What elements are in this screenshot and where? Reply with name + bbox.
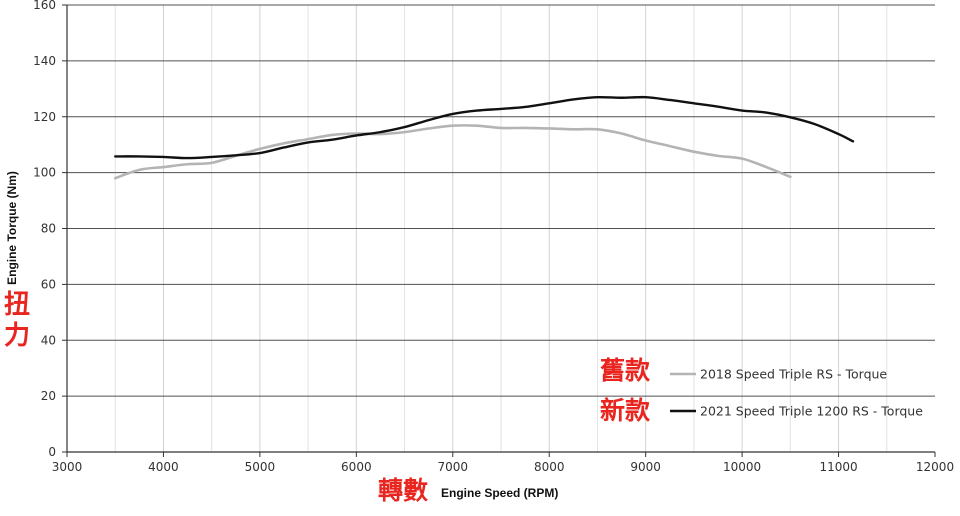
x-axis-label: Engine Speed (RPM) <box>441 486 558 500</box>
series-line-2018 <box>113 124 792 180</box>
legend-label-new: 2021 Speed Triple 1200 RS - Torque <box>700 404 923 419</box>
old-model-label-cjk: 舊款 <box>600 356 651 385</box>
y-axis-label: Engine Torque (Nm) <box>5 171 19 285</box>
x-tick-label: 9000 <box>630 460 661 474</box>
x-tick-label: 7000 <box>438 460 469 474</box>
y-tick-label: 20 <box>41 389 56 403</box>
grid <box>67 4 935 452</box>
x-label-cjk: 轉數 <box>378 476 429 505</box>
y-tick-label: 100 <box>33 166 56 180</box>
y-tick-label: 120 <box>33 110 56 124</box>
x-tick-label: 10000 <box>723 460 761 474</box>
y-tick-label: 140 <box>33 54 56 68</box>
legend-label-old: 2018 Speed Triple RS - Torque <box>700 367 887 382</box>
series-layer <box>113 95 855 180</box>
y-tick-label: 0 <box>48 445 56 459</box>
axes <box>62 4 936 457</box>
y-tick-label: 40 <box>41 333 56 347</box>
tick-labels: 0 20 40 60 80 100 120 140 160 3000 4000 5000 6000 700… <box>33 0 954 474</box>
series-line-2021 <box>114 95 855 160</box>
y-label-cjk: 扭力 <box>3 290 30 351</box>
x-tick-label: 3000 <box>52 460 83 474</box>
x-tick-label: 6000 <box>341 460 372 474</box>
x-tick-label: 12000 <box>916 460 954 474</box>
legend: 2018 Speed Triple RS - Torque 2021 Speed… <box>670 367 923 419</box>
y-tick-label: 60 <box>41 277 56 291</box>
new-model-label-cjk: 新款 <box>600 396 651 425</box>
x-tick-label: 5000 <box>245 460 276 474</box>
x-tick-label: 11000 <box>819 460 857 474</box>
y-tick-label: 80 <box>41 222 56 236</box>
y-tick-label: 160 <box>33 0 56 12</box>
x-tick-label: 4000 <box>148 460 179 474</box>
x-tick-label: 8000 <box>534 460 565 474</box>
